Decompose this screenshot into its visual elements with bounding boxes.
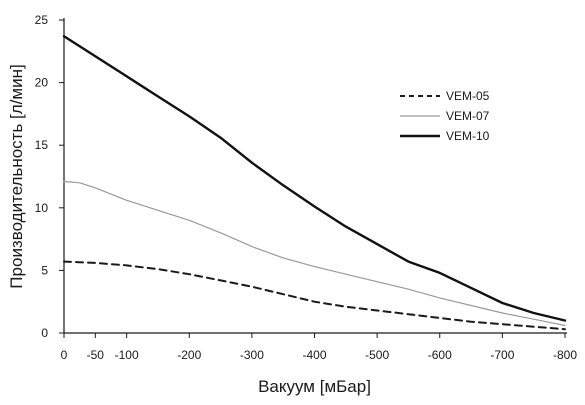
x-tick-label: -400 — [302, 348, 326, 362]
y-axis-title: Производительность [л/мин] — [7, 64, 26, 288]
y-tick-label: 15 — [35, 138, 49, 152]
series-line-vem-10 — [62, 35, 567, 322]
legend: VEM-05 VEM-07 VEM-10 — [400, 89, 490, 143]
legend-label: VEM-07 — [446, 109, 490, 123]
series-line-vem-05 — [63, 260, 566, 331]
series-line-vem-07 — [63, 180, 566, 327]
legend-label: VEM-05 — [446, 89, 490, 103]
legend-label: VEM-10 — [446, 129, 490, 143]
y-tick-label: 5 — [41, 263, 48, 277]
x-tick-label: -100 — [115, 348, 139, 362]
series-lines — [62, 35, 567, 331]
y-tick-label: 10 — [35, 201, 49, 215]
x-tick-label: -500 — [365, 348, 389, 362]
y-tick-label: 25 — [35, 13, 49, 27]
y-axis-ticks: 0 5 10 15 20 25 — [35, 13, 64, 340]
x-tick-label: -50 — [87, 348, 105, 362]
x-tick-label: -600 — [428, 348, 452, 362]
x-axis-ticks: 0 -50 -100 -200 -300 -400 -500 -600 -700 -800 — [61, 333, 577, 362]
x-axis-title: Вакуум [мБар] — [258, 377, 371, 396]
y-tick-label: 0 — [41, 326, 48, 340]
x-tick-label: 0 — [61, 348, 68, 362]
axes — [63, 18, 567, 334]
x-tick-label: -300 — [240, 348, 264, 362]
x-tick-label: -800 — [553, 348, 577, 362]
x-tick-label: -200 — [177, 348, 201, 362]
y-tick-label: 20 — [35, 76, 49, 90]
x-tick-label: -700 — [490, 348, 514, 362]
